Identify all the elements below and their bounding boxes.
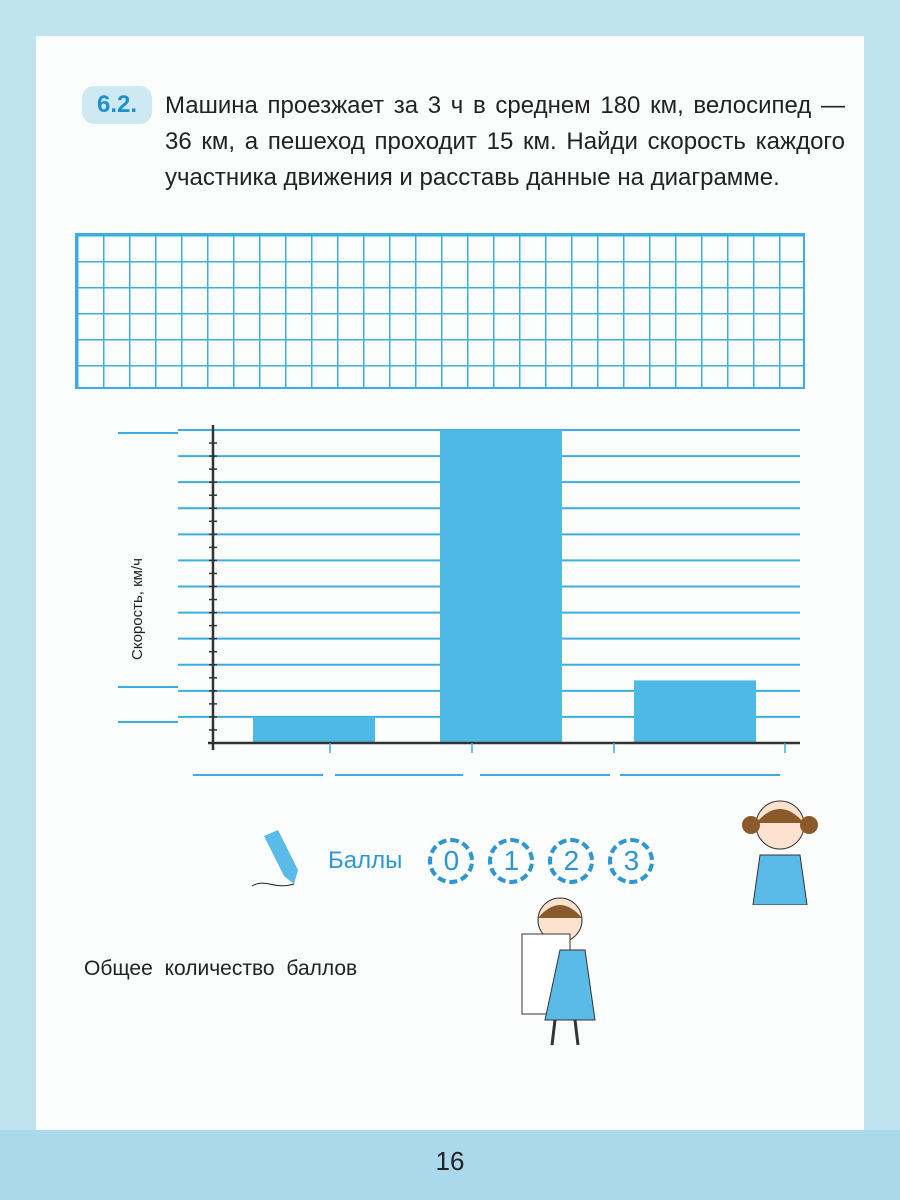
bar xyxy=(253,716,375,743)
score-selector: Баллы 0 1 2 3 xyxy=(328,838,655,884)
y-axis-label: Скорость, км/ч xyxy=(129,558,146,660)
pencil-icon xyxy=(251,830,298,887)
score-option-0[interactable]: 0 xyxy=(428,838,475,884)
score-option-3[interactable]: 3 xyxy=(608,838,655,884)
task-number: 6.2. xyxy=(82,86,152,124)
bar xyxy=(634,680,756,743)
page-number: 16 xyxy=(435,1146,465,1176)
scores-label: Баллы xyxy=(328,847,403,874)
task-text: Машина проезжает за 3 ч в среднем 180 км… xyxy=(165,92,845,191)
total-score-label: Общее количество баллов xyxy=(84,957,358,980)
bar xyxy=(440,430,562,743)
bar-chart: Скорость, км/ч xyxy=(118,425,800,776)
girl-with-sheet-illustration xyxy=(521,897,596,1046)
girl-pointing-illustration xyxy=(742,800,818,905)
answer-grid[interactable] xyxy=(75,233,805,389)
footer-band xyxy=(0,1130,900,1200)
score-option-2[interactable]: 2 xyxy=(548,838,595,884)
score-option-1[interactable]: 1 xyxy=(488,838,535,884)
